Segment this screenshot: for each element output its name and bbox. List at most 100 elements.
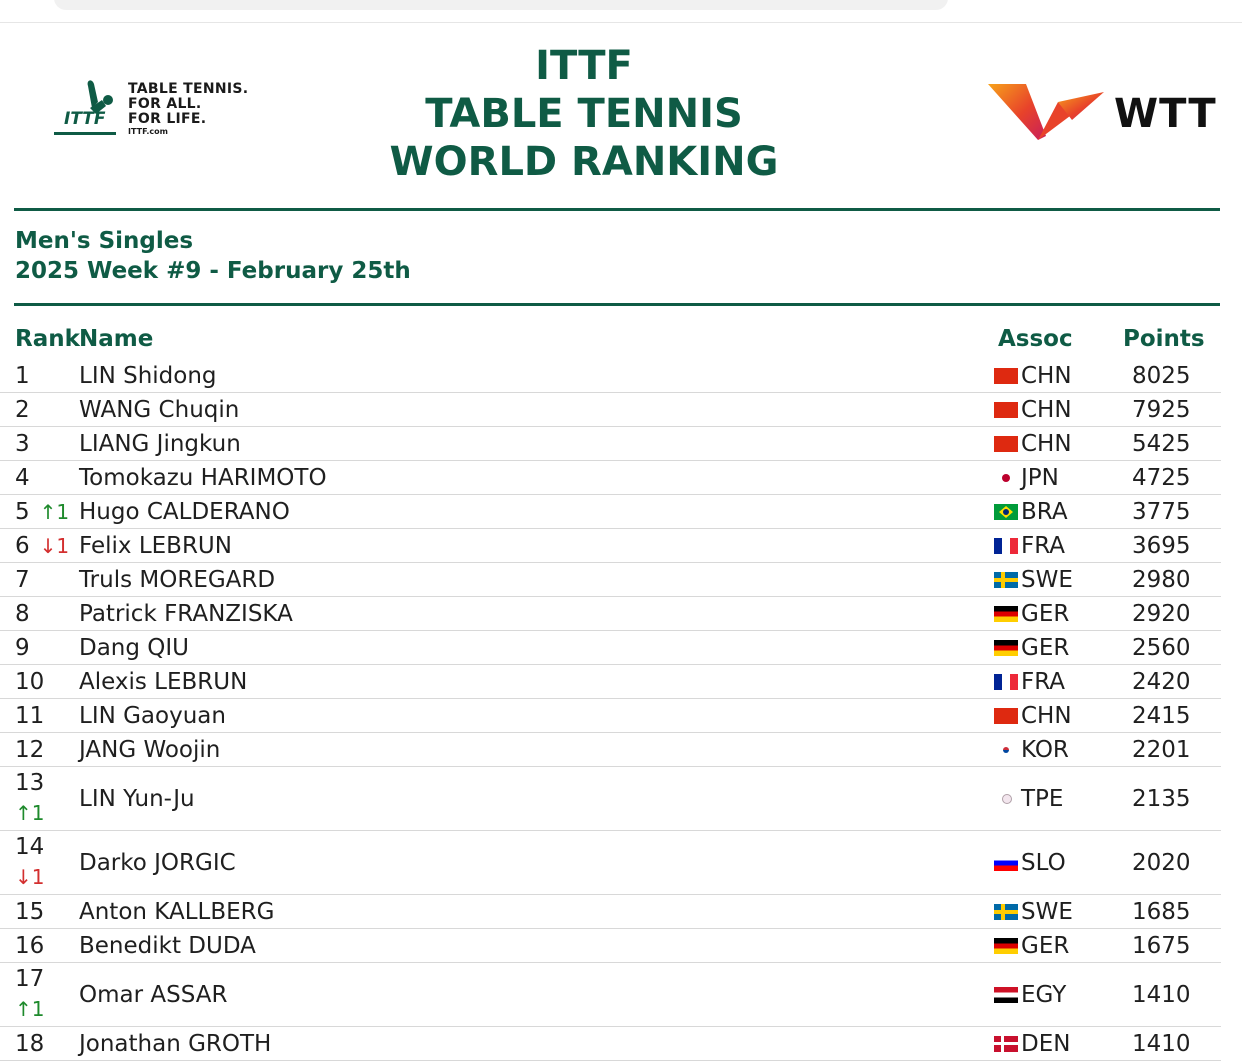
assoc-cell: SWE xyxy=(994,895,1073,929)
rank-number: 9 xyxy=(15,635,30,661)
ranking-subtitle: Men's Singles 2025 Week #9 - February 25… xyxy=(15,226,411,286)
table-row[interactable]: 13 ↑1 LIN Yun-Ju TPE 2135 xyxy=(0,767,1221,831)
assoc-code: CHN xyxy=(1021,397,1072,423)
table-row[interactable]: 14 ↓1 Darko JORGIC SLO 2020 xyxy=(0,831,1221,895)
assoc-cell: FRA xyxy=(994,665,1065,699)
player-name[interactable]: JANG Woojin xyxy=(79,737,221,763)
player-name[interactable]: Patrick FRANZISKA xyxy=(79,601,293,627)
table-row[interactable]: 8 Patrick FRANZISKA GER 2920 xyxy=(0,597,1221,631)
address-bar[interactable] xyxy=(54,0,948,10)
player-name[interactable]: Hugo CALDERANO xyxy=(79,499,290,525)
points-cell: 1410 xyxy=(1132,1031,1191,1057)
points-cell: 2920 xyxy=(1132,601,1191,627)
rank-cell: 15 xyxy=(15,895,44,929)
assoc-cell: TPE xyxy=(994,782,1063,816)
player-name[interactable]: Omar ASSAR xyxy=(79,982,228,1008)
player-name[interactable]: WANG Chuqin xyxy=(79,397,240,423)
rank-number: 8 xyxy=(15,601,30,627)
assoc-code: JPN xyxy=(1021,465,1059,491)
ittf-tagline: TABLE TENNIS. FOR ALL. FOR LIFE. ITTF.co… xyxy=(128,82,268,137)
rank-number: 6 xyxy=(15,533,30,559)
rank-cell: 16 xyxy=(15,929,44,963)
table-row[interactable]: 12 JANG Woojin KOR 2201 xyxy=(0,733,1221,767)
rank-cell: 17 ↑1 xyxy=(15,964,44,1024)
table-row[interactable]: 18 Jonathan GROTH DEN 1410 xyxy=(0,1027,1221,1061)
assoc-cell: CHN xyxy=(994,393,1072,427)
rank-cell: 1 xyxy=(15,359,30,393)
player-name[interactable]: LIANG Jingkun xyxy=(79,431,241,457)
table-row[interactable]: 16 Benedikt DUDA GER 1675 xyxy=(0,929,1221,963)
player-name[interactable]: LIN Gaoyuan xyxy=(79,703,226,729)
rank-number: 11 xyxy=(15,703,45,729)
rank-number: 1 xyxy=(15,363,30,389)
rank-number: 14 xyxy=(15,834,45,860)
flag-slo-icon xyxy=(994,855,1018,871)
flag-chn-icon xyxy=(994,708,1018,724)
rank-number: 5 xyxy=(15,499,30,525)
player-name[interactable]: Anton KALLBERG xyxy=(79,899,275,925)
rank-cell: 13 ↑1 xyxy=(15,768,44,828)
flag-fra-icon xyxy=(994,674,1018,690)
header-rank: Rank xyxy=(15,326,80,352)
table-row[interactable]: 9 Dang QIU GER 2560 xyxy=(0,631,1221,665)
points-cell: 2420 xyxy=(1132,669,1191,695)
points-cell: 2020 xyxy=(1132,850,1191,876)
player-name[interactable]: Dang QIU xyxy=(79,635,190,661)
ittf-player-icon: ITTF xyxy=(54,80,116,135)
rank-cell: 6 ↓1 xyxy=(15,529,69,563)
table-row[interactable]: 10 Alexis LEBRUN FRA 2420 xyxy=(0,665,1221,699)
player-name[interactable]: Benedikt DUDA xyxy=(79,933,256,959)
assoc-code: CHN xyxy=(1021,703,1072,729)
points-cell: 7925 xyxy=(1132,397,1191,423)
flag-swe-icon xyxy=(994,904,1018,920)
table-row[interactable]: 5 ↑1 Hugo CALDERANO BRA 3775 xyxy=(0,495,1221,529)
ittf-site: ITTF.com xyxy=(128,127,168,136)
rank-cell: 18 xyxy=(15,1027,44,1061)
rank-change-down: ↓1 xyxy=(39,534,70,558)
assoc-cell: DEN xyxy=(994,1027,1070,1061)
rank-number: 12 xyxy=(15,737,45,763)
table-row[interactable]: 1 LIN Shidong CHN 8025 xyxy=(0,359,1221,393)
table-row[interactable]: 4 Tomokazu HARIMOTO JPN 4725 xyxy=(0,461,1221,495)
table-row[interactable]: 15 Anton KALLBERG SWE 1685 xyxy=(0,895,1221,929)
player-name[interactable]: Darko JORGIC xyxy=(79,850,236,876)
rank-change-down: ↓1 xyxy=(15,865,45,889)
assoc-cell: CHN xyxy=(994,359,1072,393)
table-row[interactable]: 2 WANG Chuqin CHN 7925 xyxy=(0,393,1221,427)
player-name[interactable]: LIN Yun-Ju xyxy=(79,786,195,812)
ittf-logo: ITTF TABLE TENNIS. FOR ALL. FOR LIFE. IT… xyxy=(52,78,262,142)
player-name[interactable]: Truls MOREGARD xyxy=(79,567,276,593)
flag-jpn-icon xyxy=(994,470,1018,486)
player-name[interactable]: Jonathan GROTH xyxy=(79,1031,272,1057)
assoc-cell: EGY xyxy=(994,978,1066,1012)
week-label: 2025 Week #9 - February 25th xyxy=(15,258,411,284)
points-cell: 5425 xyxy=(1132,431,1191,457)
flag-egy-icon xyxy=(994,987,1018,1003)
player-name[interactable]: LIN Shidong xyxy=(79,363,217,389)
assoc-cell: GER xyxy=(994,631,1069,665)
browser-top-bar xyxy=(0,0,1242,23)
table-row[interactable]: 17 ↑1 Omar ASSAR EGY 1410 xyxy=(0,963,1221,1027)
table-row[interactable]: 11 LIN Gaoyuan CHN 2415 xyxy=(0,699,1221,733)
points-cell: 3775 xyxy=(1132,499,1191,525)
rank-number: 18 xyxy=(15,1031,45,1057)
assoc-cell: CHN xyxy=(994,699,1072,733)
rank-number: 10 xyxy=(15,669,45,695)
rank-number: 16 xyxy=(15,933,45,959)
player-name[interactable]: Alexis LEBRUN xyxy=(79,669,248,695)
points-cell: 2415 xyxy=(1132,703,1191,729)
table-row[interactable]: 6 ↓1 Felix LEBRUN FRA 3695 xyxy=(0,529,1221,563)
ranking-table: 1 LIN Shidong CHN 8025 2 WANG Chuqin CHN 7925 3 L… xyxy=(0,359,1242,1061)
table-row[interactable]: 7 Truls MOREGARD SWE 2980 xyxy=(0,563,1221,597)
assoc-cell: KOR xyxy=(994,733,1069,767)
rank-number: 7 xyxy=(15,567,30,593)
assoc-cell: GER xyxy=(994,597,1069,631)
rank-number: 2 xyxy=(15,397,30,423)
assoc-code: SLO xyxy=(1021,850,1066,876)
player-name[interactable]: Tomokazu HARIMOTO xyxy=(79,465,327,491)
rank-number: 17 xyxy=(15,966,45,992)
assoc-code: GER xyxy=(1021,635,1070,661)
table-row[interactable]: 3 LIANG Jingkun CHN 5425 xyxy=(0,427,1221,461)
player-name[interactable]: Felix LEBRUN xyxy=(79,533,232,559)
points-cell: 2980 xyxy=(1132,567,1191,593)
